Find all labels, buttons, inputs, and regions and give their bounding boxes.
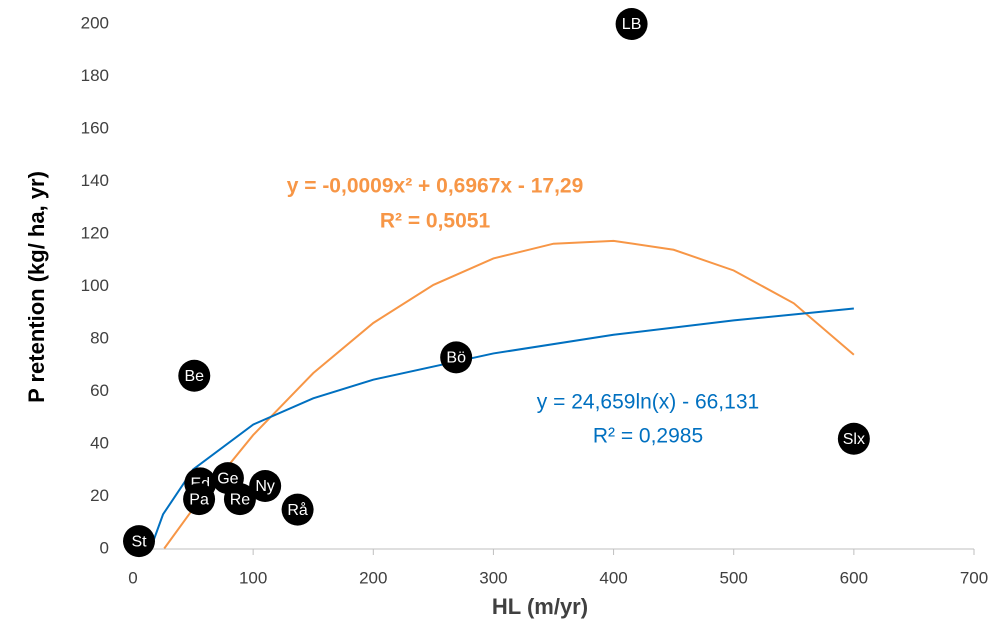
- y-tick-label: 140: [81, 171, 109, 190]
- point-label: Re: [230, 491, 251, 508]
- y-tick-label: 40: [90, 433, 109, 452]
- y-tick-label: 180: [81, 66, 109, 85]
- y-tick-label: 80: [90, 328, 109, 347]
- y-tick-label: 60: [90, 381, 109, 400]
- x-tick-label: 700: [960, 568, 988, 587]
- trendline-r2: R² = 0,5051: [380, 210, 491, 233]
- point-label: Ny: [255, 478, 275, 495]
- y-tick-label: 0: [100, 538, 109, 557]
- point-label: Slx: [843, 431, 865, 448]
- point-label: Rå: [287, 501, 308, 519]
- trendline-equation: y = 24,659ln(x) - 66,131: [537, 391, 759, 414]
- point-label: LB: [622, 16, 642, 33]
- trendline-r2: R² = 0,2985: [593, 425, 703, 448]
- y-tick-label: 200: [81, 13, 109, 32]
- y-axis-title: P retention (kg/ ha, yr): [24, 171, 49, 403]
- x-tick-label: 100: [239, 568, 267, 587]
- data-point: [837, 422, 870, 455]
- x-tick-label: 400: [599, 568, 627, 587]
- trendline: [163, 239, 855, 550]
- x-tick-label: 200: [359, 568, 387, 587]
- y-tick-label: 160: [81, 118, 109, 137]
- data-point: [281, 493, 314, 526]
- data-point: [123, 525, 156, 558]
- data-point: [615, 8, 648, 40]
- x-tick-label: 0: [128, 568, 137, 587]
- point-label: Bö: [446, 350, 466, 367]
- point-label: Ge: [217, 470, 238, 487]
- y-tick-label: 100: [81, 276, 109, 295]
- x-axis-title: HL (m/yr): [492, 594, 588, 619]
- x-tick-label: 500: [720, 568, 748, 587]
- x-tick-label: 300: [479, 568, 507, 587]
- trendline-equation: y = -0,0009x² + 0,6967x - 17,29: [287, 175, 584, 198]
- y-tick-label: 120: [81, 223, 109, 242]
- data-point: [183, 483, 216, 516]
- data-point: [223, 483, 256, 516]
- data-point: [249, 470, 282, 502]
- y-tick-label: 20: [90, 486, 109, 505]
- x-tick-label: 600: [840, 568, 868, 587]
- data-point: [440, 341, 473, 374]
- trendline: [150, 307, 854, 548]
- data-point: [178, 359, 211, 392]
- point-label: Pa: [189, 491, 209, 508]
- point-label: St: [131, 533, 147, 550]
- point-label: Be: [184, 368, 204, 385]
